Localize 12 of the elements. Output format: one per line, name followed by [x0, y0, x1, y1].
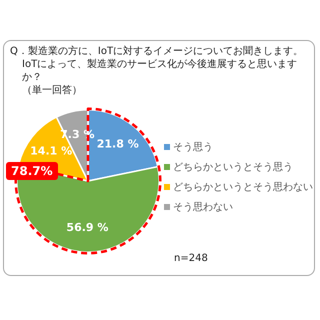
data-label: 21.8 %: [96, 137, 139, 150]
chart-subtitle: IoTによって、製造業のサービス化が今後進展すると思いますか？: [21, 58, 298, 84]
data-label: 56.9 %: [66, 220, 108, 234]
chart-title: Q．製造業の方に、IoTに対するイメージについてお聞きします。: [10, 45, 304, 58]
legend-label: そう思わない: [173, 201, 233, 214]
legend-label: どちらかというとそう思う: [173, 161, 293, 174]
text: （単一回答）: [21, 84, 83, 97]
data-label: 14.1 %: [30, 144, 72, 158]
text: 78.7%: [6, 162, 58, 180]
text: n=248: [174, 253, 208, 264]
legend-label: どちらかというとそう思わない: [173, 181, 313, 194]
legend-label: そう思う: [173, 141, 213, 154]
